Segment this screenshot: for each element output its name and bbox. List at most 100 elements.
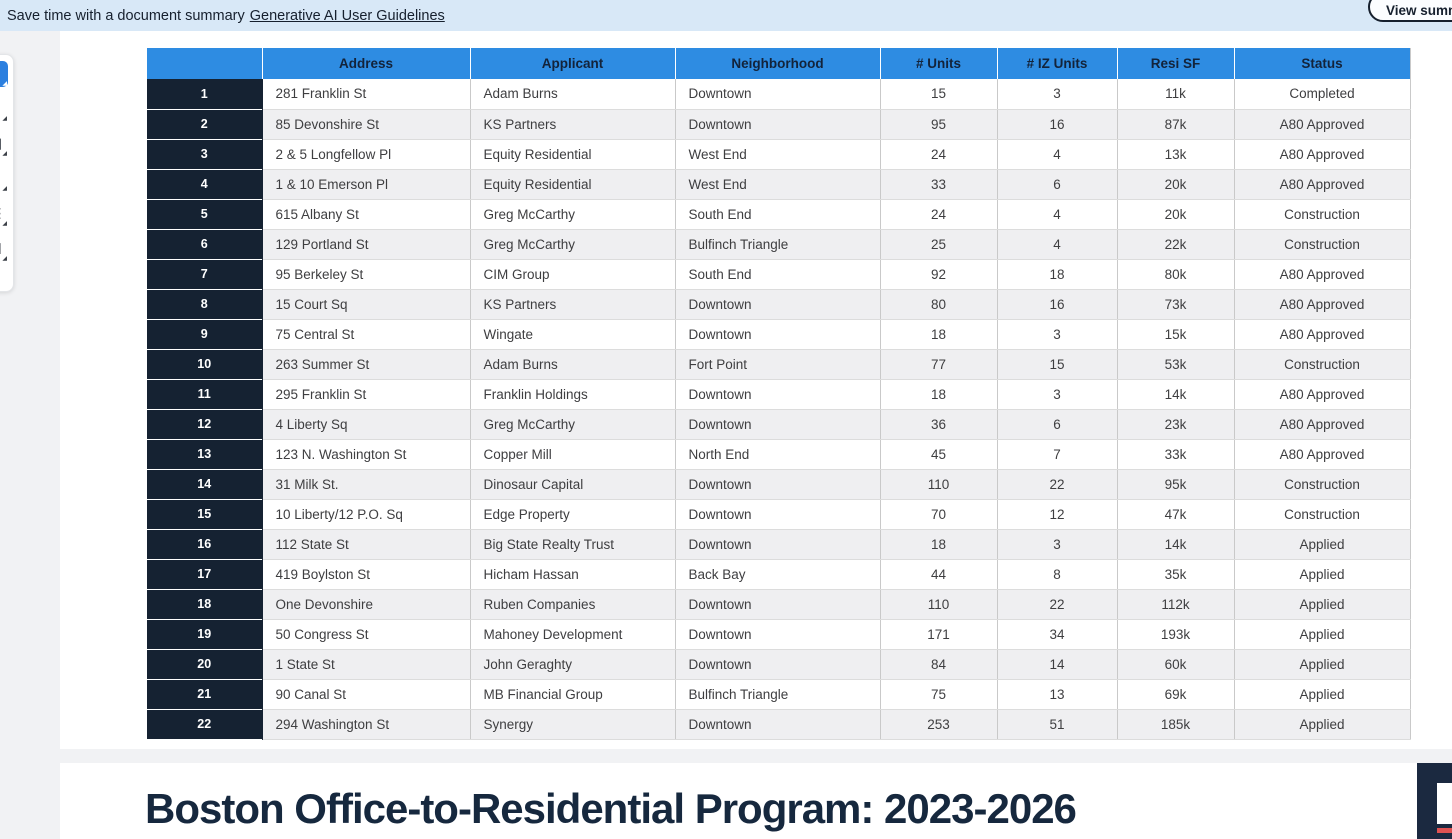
cell-num: 18 [147,589,263,620]
cell-status: Construction [1234,469,1411,500]
cell-status: A80 Approved [1234,319,1411,350]
cell-address: 85 Devonshire St [262,109,471,140]
cell-address: 615 Albany St [262,199,471,230]
slide-thumbnail[interactable] [1417,763,1452,839]
cell-units: 25 [880,229,998,260]
table-row: 11 295 Franklin St Franklin Holdings Downto… [147,379,1411,410]
cell-units: 70 [880,499,998,530]
select-tool-icon[interactable]: ◢ [0,61,8,87]
cell-resi_sf: 13k [1117,139,1235,170]
table-row: 1 281 Franklin St Adam Burns Downtown 15 3 11k… [147,79,1411,110]
cell-applicant: Synergy [470,709,676,740]
cell-applicant: Ruben Companies [470,589,676,620]
highlight-tool-icon[interactable]: ✎◢ [0,96,8,122]
cell-resi_sf: 14k [1117,529,1235,560]
table-row: 17 419 Boylston St Hicham Hassan Back Bay 44… [147,559,1411,590]
cell-resi_sf: 60k [1117,649,1235,680]
cell-units: 18 [880,319,998,350]
cell-iz_units: 22 [997,469,1118,500]
shape-tool-icon[interactable]: ❏◢ [0,131,8,157]
list-tool-icon[interactable]: ☰◢ [0,201,8,227]
cell-status: Construction [1234,229,1411,260]
cell-num: 14 [147,469,263,500]
cell-address: 281 Franklin St [262,79,471,110]
cell-iz_units: 3 [997,379,1118,410]
cell-status: Applied [1234,619,1411,650]
cell-address: 419 Boylston St [262,559,471,590]
cell-applicant: MB Financial Group [470,679,676,710]
cell-resi_sf: 11k [1117,79,1235,110]
cell-status: Applied [1234,589,1411,620]
cell-neighborhood: South End [675,259,881,290]
ai-summary-banner: Save time with a document summary Genera… [0,0,1452,31]
guidelines-link[interactable]: Generative AI User Guidelines [249,7,445,24]
cell-resi_sf: 20k [1117,199,1235,230]
cell-iz_units: 14 [997,649,1118,680]
cell-num: 20 [147,649,263,680]
projects-table-wrap: Address Applicant Neighborhood # Units # IZ … [147,48,1411,740]
cell-status: Construction [1234,499,1411,530]
cell-units: 44 [880,559,998,590]
column-header-address: Address [262,48,471,79]
dropdown-corner-icon: ◢ [2,256,7,262]
cell-applicant: Dinosaur Capital [470,469,676,500]
cell-applicant: Equity Residential [470,169,676,200]
cell-resi_sf: 69k [1117,679,1235,710]
cell-num: 3 [147,139,263,170]
table-row: 19 50 Congress St Mahoney Development Downt… [147,619,1411,650]
cell-units: 24 [880,199,998,230]
cell-address: 2 & 5 Longfellow Pl [262,139,471,170]
thumbnail-accent-bar [1437,828,1452,833]
cell-iz_units: 12 [997,499,1118,530]
cell-resi_sf: 15k [1117,319,1235,350]
cell-resi_sf: 20k [1117,169,1235,200]
column-header-units: # Units [880,48,998,79]
cell-iz_units: 51 [997,709,1118,740]
export-tool-icon[interactable]: ⇲◢ [0,236,8,262]
cell-applicant: Greg McCarthy [470,229,676,260]
projects-table: Address Applicant Neighborhood # Units # IZ … [147,48,1411,740]
view-summary-button[interactable]: View summ [1368,0,1452,22]
cell-neighborhood: South End [675,199,881,230]
cell-resi_sf: 73k [1117,289,1235,320]
cell-num: 12 [147,409,263,440]
table-header-row: Address Applicant Neighborhood # Units # IZ … [147,48,1411,79]
cell-status: Applied [1234,529,1411,560]
table-body: 1 281 Franklin St Adam Burns Downtown 15 3 11k… [147,79,1411,740]
cell-units: 92 [880,259,998,290]
dropdown-corner-icon: ◢ [2,221,7,227]
cell-units: 110 [880,469,998,500]
cell-iz_units: 34 [997,619,1118,650]
cell-status: A80 Approved [1234,379,1411,410]
cell-num: 17 [147,559,263,590]
cell-iz_units: 3 [997,529,1118,560]
cell-neighborhood: North End [675,439,881,470]
cell-num: 4 [147,169,263,200]
cell-units: 24 [880,139,998,170]
cell-resi_sf: 35k [1117,559,1235,590]
cell-applicant: Equity Residential [470,139,676,170]
text-tool-icon[interactable]: T◢ [0,166,8,192]
cell-neighborhood: Downtown [675,79,881,110]
cell-iz_units: 4 [997,229,1118,260]
cell-num: 2 [147,109,263,140]
cell-address: 263 Summer St [262,349,471,380]
cell-units: 33 [880,169,998,200]
cell-units: 80 [880,289,998,320]
cell-status: Applied [1234,559,1411,590]
cell-applicant: Hicham Hassan [470,559,676,590]
table-row: 2 85 Devonshire St KS Partners Downtown 95 16… [147,109,1411,140]
cell-neighborhood: Downtown [675,649,881,680]
cell-address: 95 Berkeley St [262,259,471,290]
cell-status: A80 Approved [1234,109,1411,140]
cell-num: 9 [147,319,263,350]
cell-applicant: Greg McCarthy [470,199,676,230]
cell-status: A80 Approved [1234,169,1411,200]
cell-iz_units: 13 [997,679,1118,710]
slide-title: Boston Office-to-Residential Program: 20… [145,785,1077,832]
cell-resi_sf: 87k [1117,109,1235,140]
table-row: 6 129 Portland St Greg McCarthy Bulfinch Tr… [147,229,1411,260]
cell-units: 253 [880,709,998,740]
dropdown-corner-icon: ◢ [2,151,7,157]
